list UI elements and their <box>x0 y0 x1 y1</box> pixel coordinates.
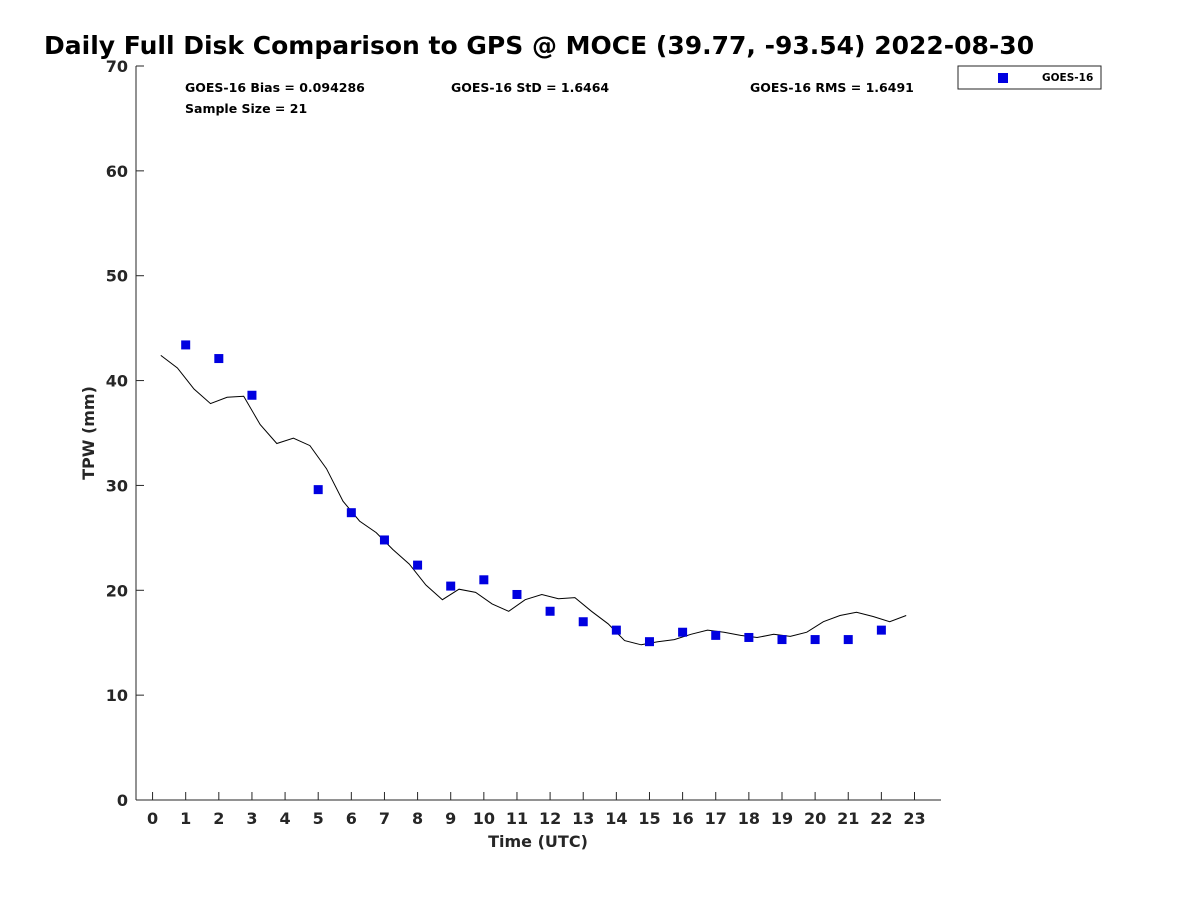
x-tick-label: 20 <box>804 809 826 828</box>
goes-16-point <box>876 625 886 635</box>
goes-16-series <box>181 340 886 647</box>
x-tick-label: 1 <box>180 809 191 828</box>
y-axis-ticks: 0 10 20 30 40 50 60 70 <box>106 57 144 810</box>
x-tick-label: 3 <box>246 809 257 828</box>
x-tick-label: 21 <box>837 809 859 828</box>
y-tick-label: 0 <box>117 791 128 810</box>
x-tick-label: 4 <box>280 809 291 828</box>
y-tick-label: 30 <box>106 476 128 495</box>
legend: GOES-16 <box>957 65 1102 90</box>
y-tick-label: 70 <box>106 57 128 76</box>
goes-16-point <box>810 635 820 645</box>
gps-series <box>160 355 907 646</box>
x-tick-label: 19 <box>771 809 793 828</box>
goes-16-point <box>611 625 621 635</box>
x-tick-label: 12 <box>539 809 561 828</box>
y-tick-label: 50 <box>106 267 128 286</box>
goes-16-point <box>181 340 191 350</box>
goes-16-point <box>346 508 356 518</box>
gps-series-line <box>160 355 907 646</box>
x-tick-label: 0 <box>147 809 158 828</box>
goes-16-point <box>479 575 489 585</box>
goes-16-point <box>744 632 754 642</box>
goes-16-point <box>413 560 423 570</box>
x-tick-label: 9 <box>445 809 456 828</box>
goes-16-point <box>578 617 588 627</box>
x-tick-label: 5 <box>313 809 324 828</box>
goes-16-point <box>678 627 688 637</box>
legend-label-goes-16: GOES-16 <box>1042 72 1093 84</box>
goes-16-point <box>247 390 257 400</box>
x-axis-ticks: 0 1 2 3 4 5 6 7 8 9 10 11 12 13 14 15 16 17 18 19 20 21 22 23 <box>147 792 926 828</box>
x-tick-label: 13 <box>572 809 594 828</box>
goes-16-point <box>214 354 224 364</box>
x-tick-label: 8 <box>412 809 423 828</box>
y-axis-label: TPW (mm) <box>79 386 98 480</box>
std-annotation: GOES-16 StD = 1.6464 <box>451 80 609 95</box>
x-tick-label: 11 <box>506 809 528 828</box>
goes-16-point <box>777 635 787 645</box>
x-tick-label: 10 <box>473 809 495 828</box>
x-tick-label: 2 <box>213 809 224 828</box>
x-tick-label: 16 <box>671 809 693 828</box>
y-tick-label: 20 <box>106 581 128 600</box>
goes-16-point <box>711 630 721 640</box>
x-tick-label: 23 <box>903 809 925 828</box>
goes-16-point <box>644 637 654 647</box>
x-tick-label: 17 <box>705 809 727 828</box>
legend-marker-goes-16 <box>998 73 1008 83</box>
axes <box>135 66 941 801</box>
x-axis-label: Time (UTC) <box>488 832 588 851</box>
goes-16-point <box>446 581 456 591</box>
goes-16-point <box>379 535 389 545</box>
goes-16-point <box>545 606 555 616</box>
y-tick-label: 40 <box>106 372 128 391</box>
bias-annotation: GOES-16 Bias = 0.094286 <box>185 80 365 95</box>
sample-size-annotation: Sample Size = 21 <box>185 101 307 116</box>
rms-annotation: GOES-16 RMS = 1.6491 <box>750 80 914 95</box>
x-tick-label: 22 <box>870 809 892 828</box>
x-tick-label: 14 <box>605 809 627 828</box>
goes-16-point <box>313 485 323 495</box>
y-tick-label: 60 <box>106 162 128 181</box>
x-tick-label: 15 <box>638 809 660 828</box>
y-tick-label: 10 <box>106 686 128 705</box>
x-tick-label: 7 <box>379 809 390 828</box>
legend-box <box>957 65 1102 90</box>
goes-16-point <box>512 589 522 599</box>
goes-16-point <box>843 635 853 645</box>
x-tick-label: 6 <box>346 809 357 828</box>
x-tick-label: 18 <box>738 809 760 828</box>
chart-title: Daily Full Disk Comparison to GPS @ MOCE… <box>44 31 1034 60</box>
